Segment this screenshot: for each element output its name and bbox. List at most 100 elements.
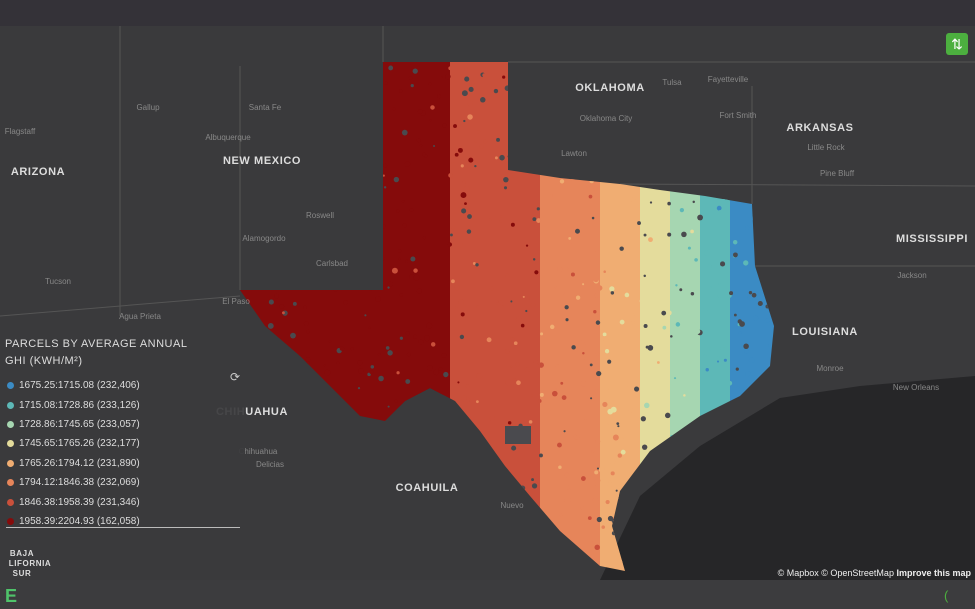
parcel-dot bbox=[592, 497, 599, 504]
parcel-dot bbox=[565, 318, 569, 322]
parcel-dot bbox=[745, 371, 751, 377]
parcel-dot bbox=[644, 271, 648, 275]
parcel-dot bbox=[675, 379, 682, 385]
parcel-dot bbox=[448, 173, 453, 178]
parcel-dot bbox=[493, 88, 499, 94]
parcel-dot bbox=[524, 367, 530, 373]
parcel-dot bbox=[397, 249, 402, 253]
parcel-dot bbox=[590, 397, 593, 400]
parcel-dot bbox=[549, 324, 555, 330]
parcel-dot bbox=[510, 365, 513, 368]
parcel-dot bbox=[483, 139, 488, 144]
parcel-dot bbox=[416, 138, 421, 143]
parcel-dot bbox=[303, 321, 309, 327]
parcel-dot bbox=[575, 295, 581, 300]
parcel-dot bbox=[428, 82, 432, 86]
parcel-dot bbox=[453, 124, 457, 129]
parcel-dot bbox=[489, 286, 494, 291]
parcel-dot bbox=[643, 413, 646, 416]
parcel-dot bbox=[596, 467, 600, 470]
parcel-dot bbox=[383, 186, 387, 189]
parcel-dot bbox=[747, 294, 754, 301]
parcel-dot bbox=[328, 340, 332, 343]
parcel-dot bbox=[412, 68, 418, 74]
gap bbox=[505, 426, 531, 444]
parcel-dot bbox=[673, 377, 677, 380]
parcel-dot bbox=[454, 284, 460, 291]
parcel-dot bbox=[571, 270, 574, 273]
parcel-dot bbox=[671, 195, 675, 199]
parcel-dot bbox=[405, 259, 409, 263]
collapse-button[interactable]: ( bbox=[944, 588, 949, 603]
parcel-dot bbox=[525, 309, 528, 313]
city-label: Delicias bbox=[256, 460, 284, 469]
parcel-dot bbox=[515, 316, 522, 323]
parcel-dot bbox=[596, 516, 602, 523]
parcel-dot bbox=[695, 320, 699, 323]
parcel-dot bbox=[533, 359, 539, 365]
parcel-dot bbox=[582, 359, 586, 362]
city-label: Roswell bbox=[306, 211, 334, 220]
parcel-dot bbox=[396, 209, 400, 213]
legend-swatch bbox=[7, 440, 14, 448]
parcel-dot bbox=[513, 341, 518, 346]
city-label: Santa Fe bbox=[249, 103, 282, 112]
parcel-dot bbox=[591, 216, 595, 220]
city-label: Agua Prieta bbox=[119, 312, 161, 321]
parcel-dot bbox=[290, 332, 296, 339]
parcel-dot bbox=[292, 301, 297, 306]
city-label: Fort Smith bbox=[720, 111, 757, 120]
parcel-dot bbox=[433, 369, 440, 376]
parcel-dot bbox=[525, 295, 530, 301]
parcel-dot bbox=[590, 540, 593, 544]
improve-link[interactable]: Improve this map bbox=[896, 568, 971, 578]
parcel-dot bbox=[503, 176, 509, 183]
parcel-dot bbox=[566, 489, 572, 494]
parcel-dot bbox=[496, 137, 500, 142]
parcel-dot bbox=[505, 379, 512, 386]
parcel-dot bbox=[653, 244, 656, 248]
parcel-dot bbox=[589, 363, 593, 367]
parcel-dot bbox=[475, 263, 479, 267]
parcel-dot bbox=[357, 360, 363, 366]
parcel-dot bbox=[279, 303, 285, 310]
logo[interactable]: E bbox=[5, 586, 18, 606]
parcel-dot bbox=[729, 291, 734, 296]
city-label: Oklahoma City bbox=[580, 114, 632, 123]
parcel-dot bbox=[601, 525, 605, 529]
parcel-dot bbox=[448, 66, 453, 71]
parcel-dot bbox=[488, 218, 492, 222]
parcel-dot bbox=[681, 231, 687, 238]
parcel-dot bbox=[607, 408, 614, 415]
refresh-button[interactable]: ⟳ bbox=[230, 370, 241, 384]
parcel-dot bbox=[694, 395, 699, 400]
gulf bbox=[600, 376, 975, 580]
parcel-dot bbox=[582, 352, 585, 355]
parcel-dot bbox=[402, 223, 407, 228]
parcel-dot bbox=[622, 311, 625, 314]
parcel-dot bbox=[634, 386, 640, 392]
parcel-dot bbox=[677, 255, 681, 259]
parcel-dot bbox=[305, 357, 311, 362]
parcel-dot bbox=[539, 392, 544, 397]
parcel-dot bbox=[670, 383, 675, 389]
parcel-dot bbox=[383, 163, 388, 168]
parcel-dot bbox=[733, 313, 737, 317]
legend-item: 1675.25:1715.08 (232,406) bbox=[7, 376, 245, 395]
parcel-dot bbox=[530, 302, 536, 308]
state-label: MISSISSIPPI bbox=[896, 233, 968, 245]
parcel-dot bbox=[350, 347, 354, 351]
parcel-dot bbox=[436, 94, 442, 99]
parcel-dot bbox=[516, 380, 521, 386]
parcel-dot bbox=[717, 355, 720, 359]
parcel-dot bbox=[603, 270, 606, 273]
parcel-dot bbox=[748, 357, 755, 364]
parcel-dot bbox=[532, 258, 536, 261]
parcel-dot bbox=[556, 266, 563, 273]
parcel-dot bbox=[409, 208, 414, 212]
layers-button[interactable]: ⇅ bbox=[946, 33, 968, 55]
parcel-dot bbox=[503, 186, 508, 190]
parcel-dot bbox=[732, 252, 738, 258]
parcel-dot bbox=[637, 221, 641, 225]
state-label: ARIZONA bbox=[11, 166, 65, 178]
